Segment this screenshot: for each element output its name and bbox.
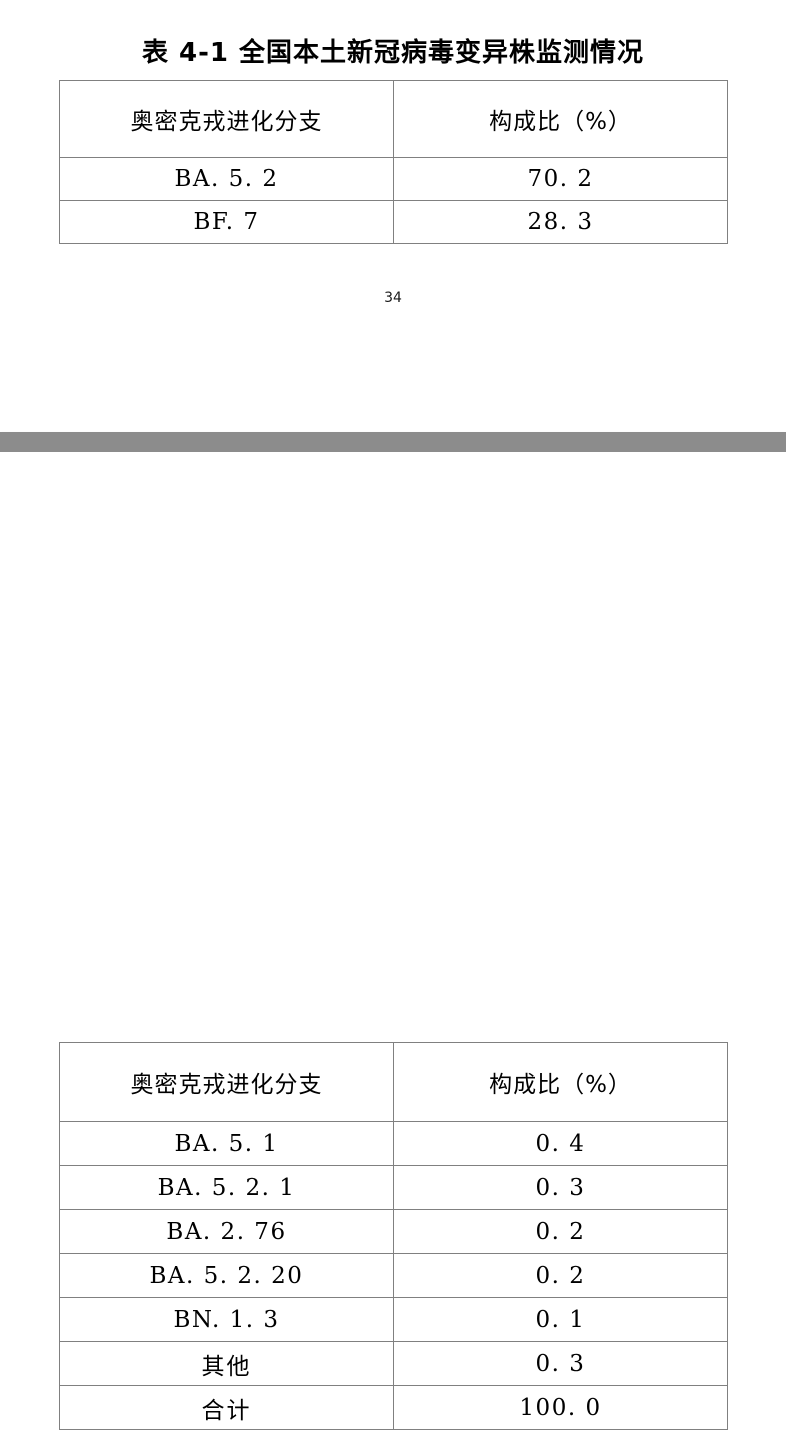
table-2-body: BA. 5. 1 0. 4 BA. 5. 2. 1 0. 3 BA. 2. 76… — [59, 1121, 728, 1430]
table-row: BA. 5. 2. 20 0. 2 — [59, 1253, 728, 1298]
page-bottom-region: 奥密克戎进化分支 构成比（%） BA. 5. 1 0. 4 BA. 5. 2. … — [0, 452, 786, 1430]
table-2-cell-branch: 其他 — [59, 1341, 394, 1386]
table-2-cell-percentage: 0. 3 — [393, 1165, 728, 1210]
table-2-cell-percentage: 0. 2 — [393, 1209, 728, 1254]
table-1-cell-branch: BA. 5. 2 — [59, 157, 394, 201]
table-2-cell-percentage: 0. 4 — [393, 1121, 728, 1166]
table-1-cell-percentage: 70. 2 — [393, 157, 728, 201]
table-row: BA. 2. 76 0. 2 — [59, 1209, 728, 1254]
variant-monitoring-table-1: 奥密克戎进化分支 构成比（%） BA. 5. 2 70. 2 BF. 7 28.… — [59, 80, 728, 244]
page-separator-bar — [0, 432, 786, 452]
table-row: 其他 0. 3 — [59, 1341, 728, 1386]
page-top-region: 表 4-1 全国本土新冠病毒变异株监测情况 奥密克戎进化分支 构成比（%） BA… — [0, 0, 786, 432]
table-2-cell-percentage: 0. 2 — [393, 1253, 728, 1298]
table-header-row: 奥密克戎进化分支 构成比（%） — [59, 1042, 728, 1122]
table-row: 合计 100. 0 — [59, 1385, 728, 1430]
table-2-cell-percentage-total: 100. 0 — [393, 1385, 728, 1430]
table-1-cell-percentage: 28. 3 — [393, 200, 728, 244]
table-2-cell-percentage: 0. 1 — [393, 1297, 728, 1342]
page-number: 34 — [384, 290, 402, 306]
table-row: BA. 5. 2 70. 2 — [59, 157, 728, 201]
table-row: BN. 1. 3 0. 1 — [59, 1297, 728, 1342]
table-2-cell-branch: BA. 5. 2. 1 — [59, 1165, 394, 1210]
table-1-body: BA. 5. 2 70. 2 BF. 7 28. 3 — [59, 157, 728, 244]
table-2-cell-branch: BA. 2. 76 — [59, 1209, 394, 1254]
table-2-header: 奥密克戎进化分支 构成比（%） — [59, 1042, 728, 1122]
table-header-row: 奥密克戎进化分支 构成比（%） — [59, 80, 728, 158]
table-row: BF. 7 28. 3 — [59, 200, 728, 244]
table-row: BA. 5. 1 0. 4 — [59, 1121, 728, 1166]
table-2-cell-branch: BA. 5. 1 — [59, 1121, 394, 1166]
table-2-col-header-branch: 奥密克戎进化分支 — [59, 1042, 394, 1122]
table-1-col-header-branch: 奥密克戎进化分支 — [59, 80, 394, 158]
table-1-col-header-percentage: 构成比（%） — [393, 80, 728, 158]
table-1-header: 奥密克戎进化分支 构成比（%） — [59, 80, 728, 158]
table-row: BA. 5. 2. 1 0. 3 — [59, 1165, 728, 1210]
table-1-cell-branch: BF. 7 — [59, 200, 394, 244]
table-2-cell-branch-total: 合计 — [59, 1385, 394, 1430]
table-2-cell-branch: BA. 5. 2. 20 — [59, 1253, 394, 1298]
table-2-cell-percentage: 0. 3 — [393, 1341, 728, 1386]
table-2-cell-branch: BN. 1. 3 — [59, 1297, 394, 1342]
variant-monitoring-table-2: 奥密克戎进化分支 构成比（%） BA. 5. 1 0. 4 BA. 5. 2. … — [59, 1042, 728, 1430]
table-1-title: 表 4-1 全国本土新冠病毒变异株监测情况 — [141, 38, 645, 68]
table-2-col-header-percentage: 构成比（%） — [393, 1042, 728, 1122]
